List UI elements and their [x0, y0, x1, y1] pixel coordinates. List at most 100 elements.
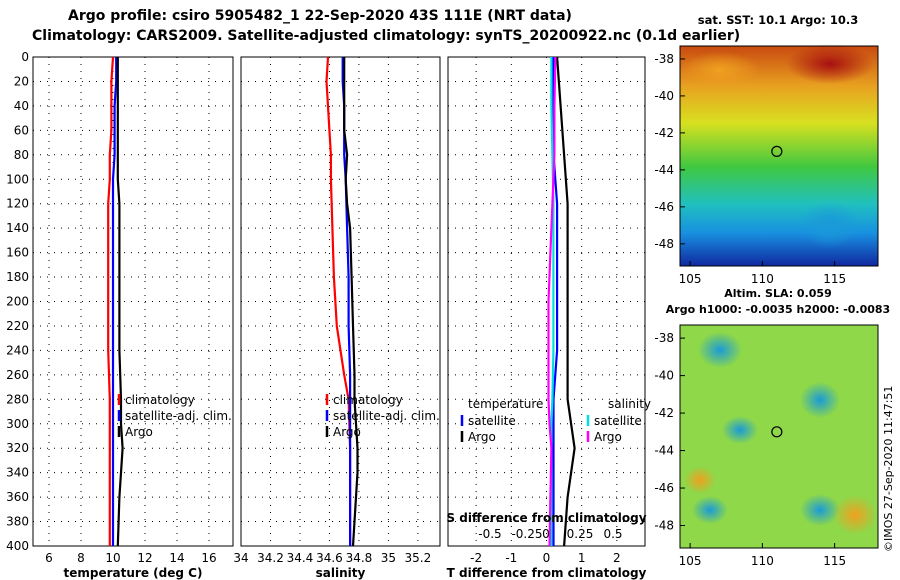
panel-frame: [32, 56, 234, 547]
sst-lat-tick: -48: [654, 237, 674, 251]
legend-label: Argo: [333, 425, 361, 439]
legend-label: satellite-adj. clim.: [125, 409, 232, 423]
sla-map: [679, 324, 879, 549]
x-tick-label: 8: [77, 551, 85, 565]
sst-cool-patch: [800, 201, 860, 249]
sst-lat-tick: -40: [654, 89, 674, 103]
y-tick-label: 280: [6, 392, 29, 406]
legend-label: satellite: [594, 414, 642, 428]
profile-panel-2: 34 34.2 34.4 34.6 34.8 35 35.2 salinity climatol…: [233, 56, 441, 580]
sst-frame: [679, 45, 879, 267]
panel-frame: [240, 56, 441, 547]
sla-lat-tick: -38: [654, 331, 674, 345]
title-line-2: Climatology: CARS2009. Satellite-adjuste…: [32, 28, 741, 44]
x-tick-label: 34.2: [257, 551, 284, 565]
x-axis-label: T difference from climatology: [447, 566, 647, 580]
sst-map-title: sat. SST: 10.1 Argo: 10.3: [698, 13, 858, 27]
sla-lon-tick: 115: [823, 554, 846, 568]
y-tick-label: 360: [6, 490, 29, 504]
sst-map: [679, 44, 879, 267]
sla-high-1: [833, 495, 877, 535]
sla-lat-tick: -40: [654, 369, 674, 383]
sla-lat-tick: -48: [654, 519, 674, 533]
sst-lat-tick: -46: [654, 200, 674, 214]
imos-watermark: ©IMOS 27-Sep-2020 11:47:51: [882, 386, 895, 552]
sla-lon-tick: 110: [751, 554, 774, 568]
x-tick-label: 6: [45, 551, 53, 565]
series-line-climatology: [107, 56, 115, 546]
y-tick-label: 0: [21, 50, 29, 64]
series-line-salinity-argo: [547, 56, 557, 547]
legend-label: satellite: [468, 414, 516, 428]
x-tick-label: 34.8: [346, 551, 373, 565]
y-tick-label: 220: [6, 319, 29, 333]
y-tick-label: 380: [6, 515, 29, 529]
y-tick-label: 40: [14, 99, 29, 113]
x-tick-label: 2: [613, 551, 621, 565]
y-tick-label: 320: [6, 441, 29, 455]
sst-warm-patch: [786, 44, 874, 84]
y-tick-label: 140: [6, 221, 29, 235]
sst-lat-tick: -44: [654, 163, 674, 177]
x-tick-label: 12: [137, 551, 152, 565]
sst-profile-marker: [771, 145, 783, 157]
x-tick-label: 34: [233, 551, 248, 565]
title-line-1: Argo profile: csiro 5905482_1 22-Sep-202…: [68, 8, 572, 24]
top-tick-label: 0.25: [567, 527, 594, 541]
x-tick-label: -1: [505, 551, 517, 565]
legend-title-salinity: salinity: [608, 397, 651, 411]
y-tick-label: 120: [6, 197, 29, 211]
sla-map-title-1: Altim. SLA: 0.059: [724, 287, 831, 300]
top-axis-label: S difference from climatology: [446, 511, 646, 525]
y-tick-label: 300: [6, 417, 29, 431]
y-tick-label: 340: [6, 466, 29, 480]
y-tick-label: 100: [6, 172, 29, 186]
sst-orange-patch: [680, 52, 760, 88]
x-axis-label: salinity: [316, 566, 366, 580]
y-tick-label: 400: [6, 539, 29, 553]
y-tick-label: 80: [14, 148, 29, 162]
sla-low-3: [722, 416, 758, 444]
x-tick-label: 0: [543, 551, 551, 565]
sla-lat-tick: -46: [654, 481, 674, 495]
legend-label: climatology: [333, 393, 403, 407]
y-tick-label: 60: [14, 123, 29, 137]
y-tick-label: 200: [6, 295, 29, 309]
sla-frame: [679, 324, 879, 549]
sst-lon-tick: 115: [823, 272, 846, 286]
sst-lon-tick: 110: [751, 272, 774, 286]
sst-lat-tick: -38: [654, 52, 674, 66]
y-tick-label: 160: [6, 246, 29, 260]
x-tick-label: 10: [105, 551, 120, 565]
sla-low-4: [692, 496, 728, 524]
sla-profile-marker: [771, 426, 783, 438]
sst-lon-tick: 105: [679, 272, 702, 286]
legend-label: Argo: [594, 430, 622, 444]
top-tick-label: -0.25: [511, 527, 542, 541]
x-axis-label: temperature (deg C): [64, 566, 203, 580]
sla-low-2: [800, 382, 840, 418]
legend-label: satellite-adj. clim.: [333, 409, 440, 423]
profile-panel-1: 6 8 10 12 14 16020406080100120140160180200220…: [6, 50, 234, 580]
profile-panel-3: -2 -1 0 1 2T difference from climatology temp…: [446, 56, 651, 580]
top-tick-label: 0.5: [603, 527, 622, 541]
sla-lat-tick: -44: [654, 444, 674, 458]
series-line-satellite-adj-clim-: [111, 57, 118, 546]
legend-label: climatology: [125, 393, 195, 407]
x-tick-label: 16: [201, 551, 216, 565]
x-tick-label: 34.4: [287, 551, 314, 565]
x-tick-label: 34.6: [316, 551, 343, 565]
sla-lat-tick: -42: [654, 406, 674, 420]
x-tick-label: -2: [470, 551, 482, 565]
x-tick-label: 1: [578, 551, 586, 565]
legend-title-temperature: temperature: [468, 397, 543, 411]
y-tick-label: 20: [14, 74, 29, 88]
series-line-argo: [343, 57, 359, 547]
sla-map-title-2: Argo h1000: -0.0035 h2000: -0.0083: [666, 303, 890, 316]
sla-low-5: [800, 494, 840, 526]
top-tick-label: -0.5: [478, 527, 501, 541]
sla-low-1: [698, 332, 742, 368]
series-line-argo: [116, 57, 124, 547]
x-tick-label: 35.2: [405, 551, 432, 565]
